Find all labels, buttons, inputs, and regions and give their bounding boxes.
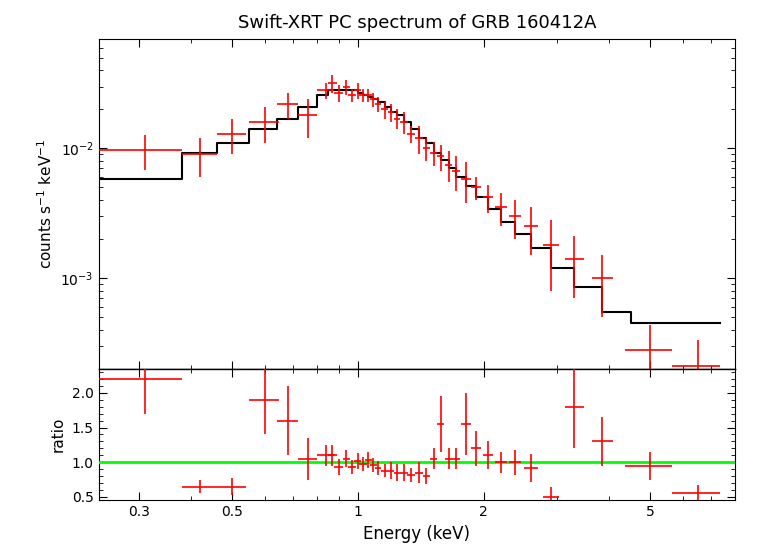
Title: Swift-XRT PC spectrum of GRB 160412A: Swift-XRT PC spectrum of GRB 160412A bbox=[238, 14, 596, 32]
Y-axis label: counts s$^{-1}$ keV$^{-1}$: counts s$^{-1}$ keV$^{-1}$ bbox=[36, 138, 55, 269]
Y-axis label: ratio: ratio bbox=[51, 417, 66, 452]
X-axis label: Energy (keV): Energy (keV) bbox=[363, 525, 471, 543]
